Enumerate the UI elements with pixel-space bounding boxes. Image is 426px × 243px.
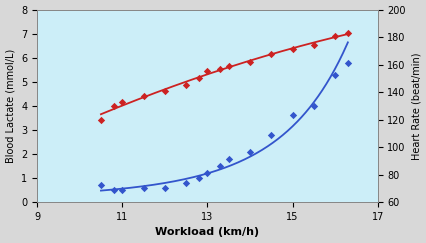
Point bbox=[97, 118, 104, 122]
Point bbox=[225, 157, 232, 161]
Point bbox=[204, 171, 210, 175]
Point bbox=[344, 61, 351, 64]
Point bbox=[288, 48, 295, 52]
Y-axis label: Blood Lactate (mmol/L): Blood Lactate (mmol/L) bbox=[6, 49, 15, 163]
Point bbox=[288, 113, 295, 117]
Point bbox=[246, 150, 253, 154]
X-axis label: Workload (km/h): Workload (km/h) bbox=[155, 227, 259, 237]
Point bbox=[118, 188, 125, 192]
Point bbox=[310, 43, 317, 47]
Point bbox=[331, 34, 338, 38]
Point bbox=[267, 52, 274, 55]
Point bbox=[225, 64, 232, 68]
Point bbox=[195, 176, 202, 180]
Point bbox=[310, 104, 317, 108]
Point bbox=[97, 183, 104, 187]
Y-axis label: Heart Rate (beat/min): Heart Rate (beat/min) bbox=[411, 52, 420, 160]
Point bbox=[110, 188, 117, 192]
Point bbox=[267, 133, 274, 137]
Point bbox=[216, 67, 223, 71]
Point bbox=[182, 181, 189, 185]
Point bbox=[246, 60, 253, 64]
Point bbox=[216, 164, 223, 168]
Point bbox=[204, 69, 210, 73]
Point bbox=[161, 89, 168, 93]
Point bbox=[140, 94, 147, 98]
Point bbox=[195, 76, 202, 80]
Point bbox=[344, 31, 351, 35]
Point bbox=[182, 83, 189, 87]
Point bbox=[118, 100, 125, 104]
Point bbox=[161, 186, 168, 190]
Point bbox=[110, 104, 117, 108]
Point bbox=[331, 73, 338, 77]
Point bbox=[140, 186, 147, 190]
